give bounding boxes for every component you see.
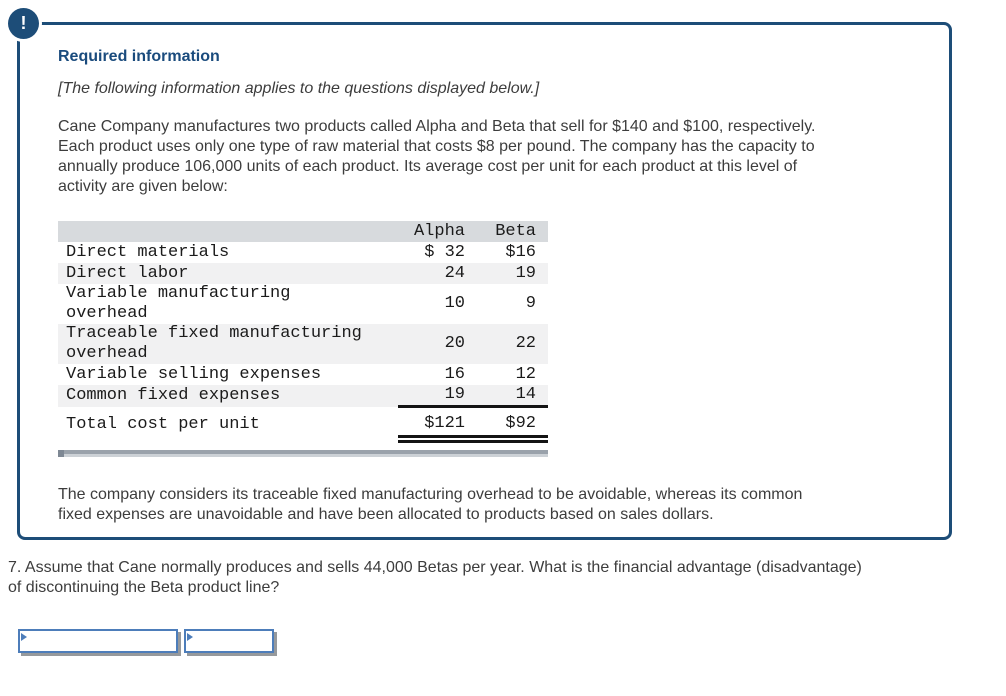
- row-label: Direct materials: [66, 242, 230, 262]
- table-header-row: Alpha Beta: [58, 221, 548, 242]
- row-label: Common fixed expenses: [66, 385, 281, 405]
- row-value: 14: [493, 385, 548, 408]
- column-header-blank: [58, 221, 398, 242]
- row-value: 19: [398, 385, 493, 408]
- row-label: Total cost per unit: [66, 415, 260, 435]
- row-value: 19: [515, 263, 536, 283]
- table-row: Common fixed expenses 19 14: [58, 385, 548, 408]
- row-label: Direct labor: [66, 263, 189, 283]
- required-info-title: Required information: [58, 48, 220, 65]
- row-value: 10: [444, 294, 465, 313]
- column-header-alpha: Alpha: [413, 221, 465, 241]
- table-row: Total cost per unit $121 $92: [58, 406, 548, 443]
- answer-input-row: [18, 629, 275, 653]
- row-label: Traceable fixed manufacturing overhead: [66, 324, 362, 363]
- question-number: 7.: [8, 559, 22, 576]
- row-value: 22: [515, 334, 536, 353]
- alert-icon: !: [8, 8, 39, 39]
- table-row: Direct materials $ 32 $16: [58, 242, 548, 263]
- answer-cell-amount[interactable]: [18, 629, 178, 653]
- applies-note: [The following information applies to th…: [58, 80, 540, 97]
- cost-per-unit-table: Alpha Beta Direct materials $ 32 $16 Direct…: [58, 221, 548, 443]
- table-row: Variable selling expenses 16 12: [58, 364, 548, 385]
- row-value: $ 32: [424, 242, 465, 262]
- row-label: Variable selling expenses: [66, 364, 322, 384]
- column-header-beta: Beta: [495, 221, 536, 241]
- required-info-panel: Required information [The following info…: [17, 22, 952, 540]
- row-value: 16: [444, 364, 465, 384]
- row-value: 24: [444, 263, 465, 283]
- scenario-text: Cane Company manufactures two products c…: [58, 118, 816, 195]
- table-scrollbar[interactable]: [58, 450, 548, 457]
- avoidability-note: The company considers its traceable fixe…: [58, 486, 803, 523]
- row-value: $121: [398, 406, 493, 443]
- cell-anchor-icon: [21, 633, 27, 641]
- row-value: 9: [525, 294, 536, 313]
- row-value: 20: [444, 334, 465, 353]
- table-row: Variable manufacturing overhead 10 9: [58, 284, 548, 324]
- row-value: 12: [515, 364, 536, 384]
- table-row: Traceable fixed manufacturing overhead 20…: [58, 324, 548, 364]
- row-value: $92: [493, 406, 548, 443]
- row-label: Variable manufacturing overhead: [66, 284, 291, 323]
- table-row: Direct labor 24 19: [58, 263, 548, 284]
- cell-anchor-icon: [187, 633, 194, 641]
- question-text: 7. Assume that Cane normally produces an…: [8, 558, 1003, 598]
- question-body: Assume that Cane normally produces and s…: [8, 559, 862, 596]
- answer-cell-label[interactable]: [184, 629, 275, 653]
- row-value: $16: [505, 242, 536, 262]
